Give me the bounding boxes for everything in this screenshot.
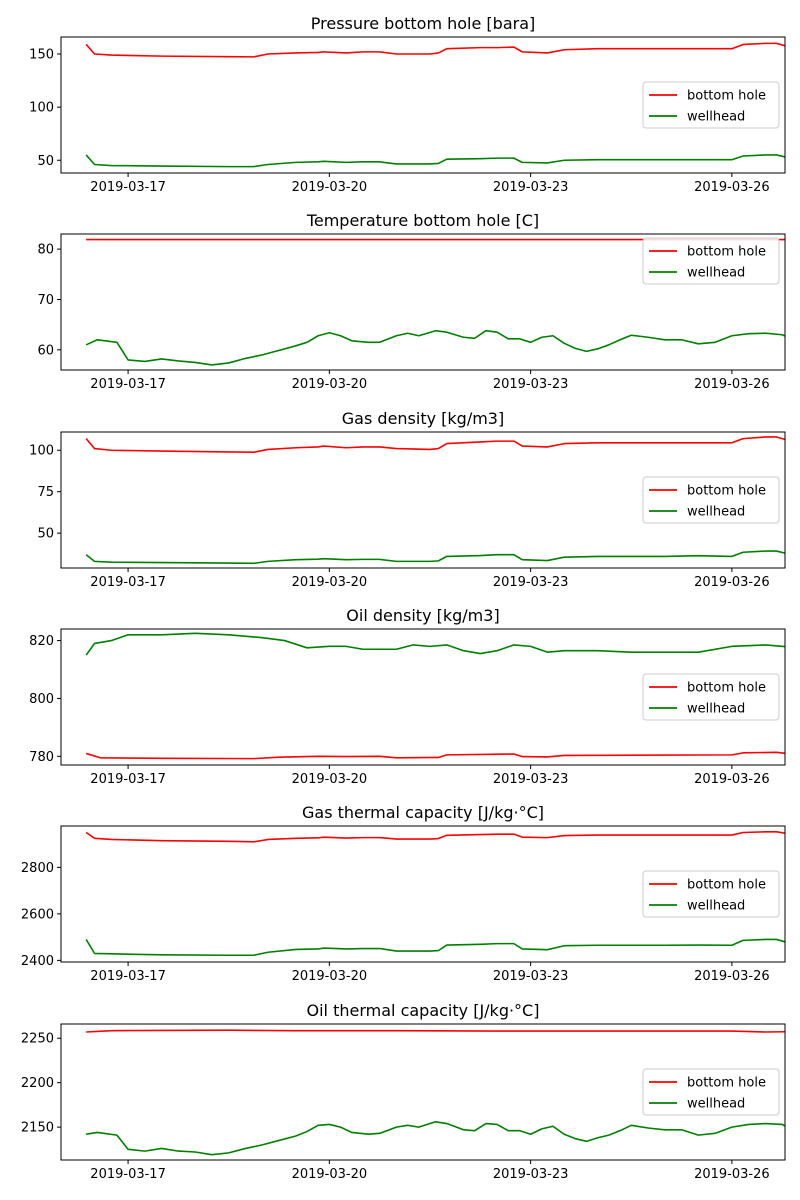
- legend-label: bottom hole: [687, 878, 766, 893]
- subplot-title: Gas thermal capacity [J/kg·°C]: [302, 803, 544, 822]
- legend: bottom hole wellhead: [642, 476, 780, 524]
- series-line-wellhead: [86, 1120, 785, 1156]
- x-tick-label: 2019-03-20: [292, 575, 368, 590]
- series-line-wellhead: [85, 550, 785, 565]
- legend-label: wellhead: [687, 266, 745, 281]
- series-group: [85, 632, 785, 760]
- axes-frame: [60, 628, 786, 766]
- legend-label: wellhead: [687, 1097, 745, 1112]
- y-tick-label: 150: [29, 48, 54, 63]
- x-tick-label: 2019-03-17: [90, 180, 166, 195]
- x-tick-label: 2019-03-26: [694, 772, 770, 787]
- series-line-wellhead: [85, 154, 785, 168]
- legend-label: wellhead: [687, 110, 745, 125]
- legend: bottom hole wellhead: [642, 237, 780, 285]
- series-line-bottom-hole: [86, 1029, 785, 1033]
- legend: bottom hole wellhead: [642, 870, 780, 918]
- subplot-5: Gas thermal capacity [J/kg·°C] 2400 2600 28…: [21, 803, 786, 984]
- y-tick-label: 2400: [21, 954, 54, 969]
- y-tick-label: 2200: [21, 1076, 54, 1091]
- axes-frame: [60, 431, 786, 569]
- series-group: [85, 436, 785, 565]
- x-tick-label: 2019-03-20: [292, 180, 368, 195]
- series-line-wellhead: [85, 329, 785, 366]
- legend-label: wellhead: [687, 505, 745, 520]
- subplot-2: Temperature bottom hole [C] 60 70 80 2019-03…: [37, 211, 786, 392]
- x-tick-label: 2019-03-23: [493, 772, 569, 787]
- subplot-title: Temperature bottom hole [C]: [306, 211, 539, 230]
- series-line-wellhead: [85, 632, 785, 656]
- x-tick-label: 2019-03-26: [694, 969, 770, 984]
- legend-label: wellhead: [687, 702, 745, 717]
- legend-label: bottom hole: [687, 89, 766, 104]
- x-tick-label: 2019-03-23: [493, 377, 569, 392]
- y-tick-label: 50: [37, 154, 54, 169]
- series-group: [86, 1029, 785, 1156]
- x-tick-label: 2019-03-23: [493, 969, 569, 984]
- x-tick-label: 2019-03-17: [90, 1167, 166, 1182]
- axes-frame: [60, 36, 786, 174]
- series-group: [85, 831, 785, 957]
- legend: bottom hole wellhead: [642, 673, 780, 721]
- y-tick-label: 800: [29, 692, 54, 707]
- legend-label: bottom hole: [687, 484, 766, 499]
- y-tick-label: 2600: [21, 907, 54, 922]
- x-tick-label: 2019-03-23: [493, 575, 569, 590]
- x-tick-label: 2019-03-26: [694, 575, 770, 590]
- x-tick-label: 2019-03-26: [694, 1167, 770, 1182]
- subplot-title: Pressure bottom hole [bara]: [311, 14, 536, 33]
- x-tick-label: 2019-03-17: [90, 772, 166, 787]
- axes-frame: [60, 825, 786, 963]
- series-line-bottom-hole: [85, 831, 785, 843]
- y-tick-label: 80: [37, 243, 54, 258]
- legend-label: bottom hole: [687, 1076, 766, 1091]
- x-tick-label: 2019-03-23: [493, 180, 569, 195]
- legend: bottom hole wellhead: [642, 1068, 780, 1116]
- series-group: [85, 42, 785, 168]
- y-tick-label: 780: [29, 750, 54, 765]
- subplot-4: Oil density [kg/m3] 780 800 820 2019-03-17 20…: [29, 606, 786, 787]
- legend-label: wellhead: [687, 899, 745, 914]
- x-tick-label: 2019-03-20: [292, 377, 368, 392]
- x-tick-label: 2019-03-17: [90, 575, 166, 590]
- x-tick-label: 2019-03-17: [90, 377, 166, 392]
- series-line-bottom-hole: [85, 751, 785, 760]
- y-tick-label: 70: [37, 293, 54, 308]
- axes-frame: [60, 1023, 786, 1161]
- subplot-title: Oil thermal capacity [J/kg·°C]: [307, 1001, 540, 1020]
- y-tick-label: 100: [29, 444, 54, 459]
- legend-label: bottom hole: [687, 681, 766, 696]
- x-tick-label: 2019-03-26: [694, 180, 770, 195]
- subplot-title: Oil density [kg/m3]: [346, 606, 499, 625]
- y-tick-label: 2150: [21, 1121, 54, 1136]
- y-tick-label: 820: [29, 634, 54, 649]
- subplot-1: Pressure bottom hole [bara] 50 100 150 2019-…: [29, 14, 786, 195]
- y-tick-label: 2250: [21, 1032, 54, 1047]
- y-tick-label: 75: [37, 485, 54, 500]
- series-line-bottom-hole: [85, 42, 785, 58]
- y-tick-label: 2800: [21, 861, 54, 876]
- legend-label: bottom hole: [687, 245, 766, 260]
- y-tick-label: 100: [29, 101, 54, 116]
- x-tick-label: 2019-03-26: [694, 377, 770, 392]
- subplot-title: Gas density [kg/m3]: [342, 409, 504, 428]
- axes-frame: [60, 233, 786, 371]
- series-line-wellhead: [85, 938, 785, 957]
- x-tick-label: 2019-03-20: [292, 1167, 368, 1182]
- subplot-3: Gas density [kg/m3] 50 75 100 2019-03-17 2019…: [29, 409, 786, 590]
- y-tick-label: 50: [37, 527, 54, 542]
- series-line-bottom-hole: [85, 436, 785, 454]
- x-tick-label: 2019-03-20: [292, 772, 368, 787]
- x-tick-label: 2019-03-17: [90, 969, 166, 984]
- x-tick-label: 2019-03-23: [493, 1167, 569, 1182]
- subplot-6: Oil thermal capacity [J/kg·°C] 2150 2200 22…: [21, 1001, 786, 1182]
- y-tick-label: 60: [37, 343, 54, 358]
- legend: bottom hole wellhead: [642, 81, 780, 129]
- x-tick-label: 2019-03-20: [292, 969, 368, 984]
